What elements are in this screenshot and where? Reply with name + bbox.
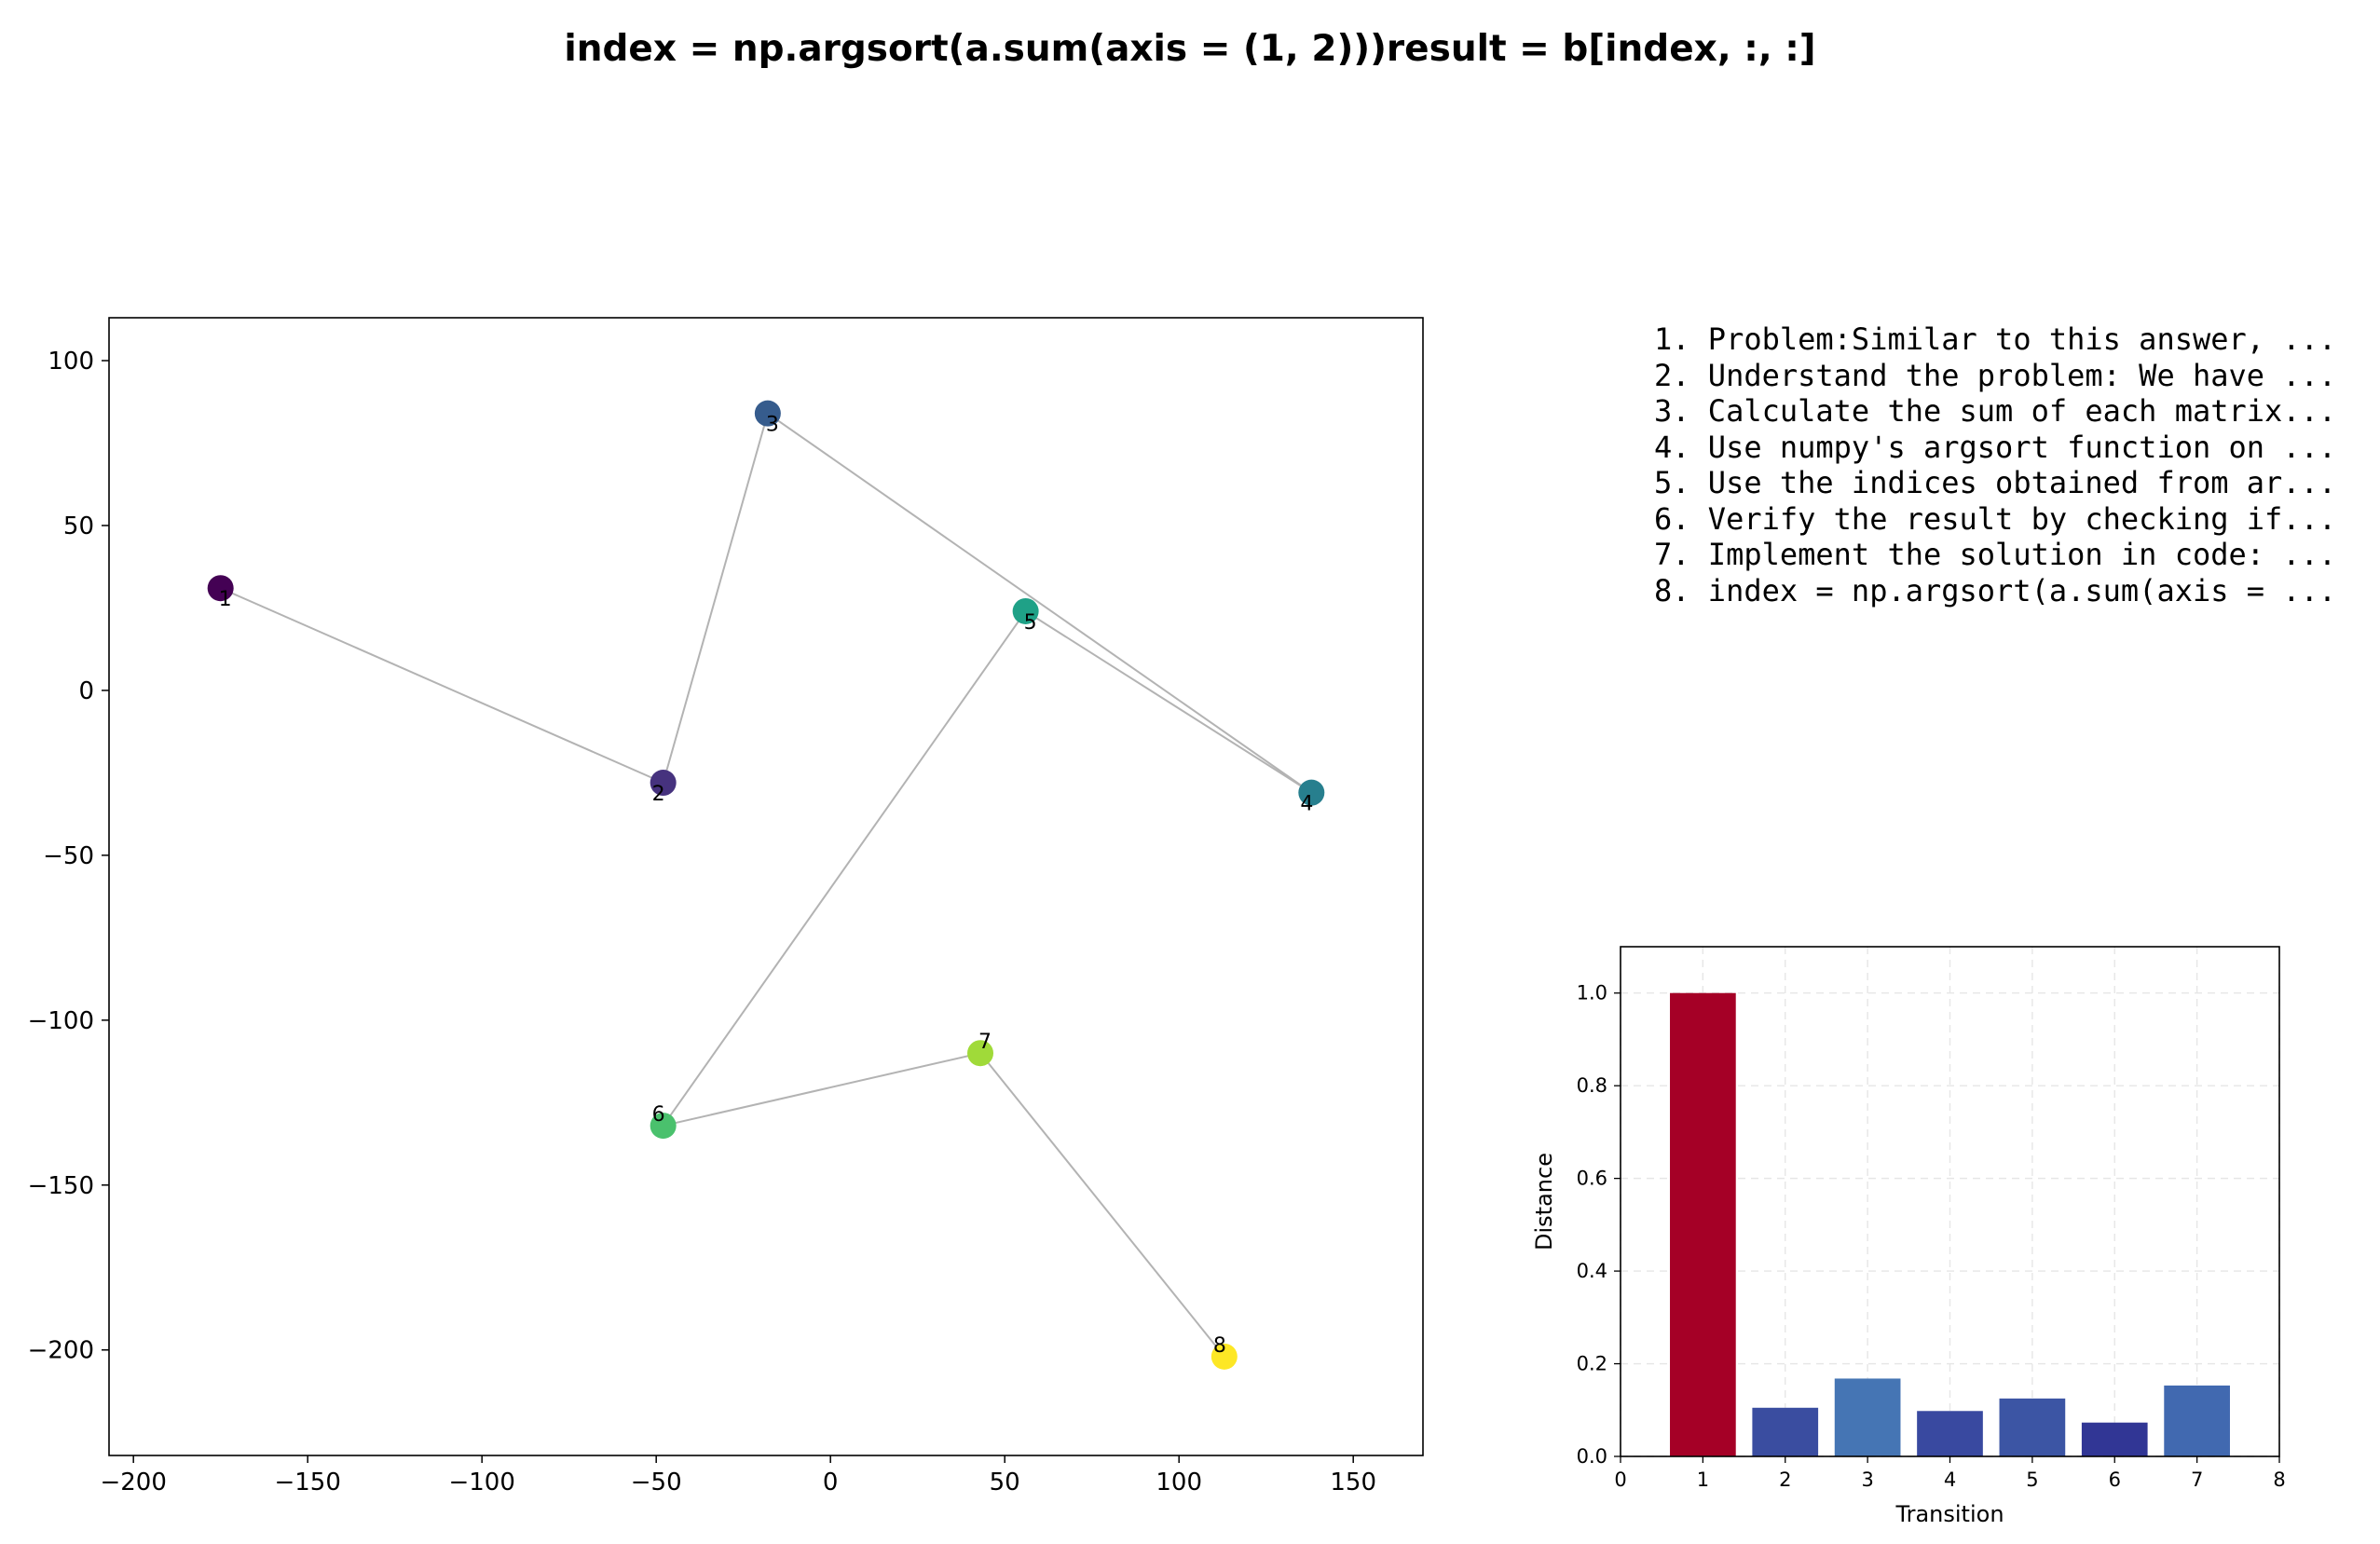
path-segment [767, 412, 1312, 794]
bar [1999, 1398, 2066, 1456]
point-label: 7 [978, 1031, 992, 1054]
path-segment [1025, 610, 1312, 794]
y-tick-label: 1.0 [1577, 982, 1607, 1004]
point-label: 8 [1213, 1334, 1226, 1358]
scatter-point [754, 400, 781, 427]
y-tick-label: 0.2 [1577, 1353, 1607, 1375]
x-tick-label: 6 [2109, 1469, 2121, 1491]
y-tick-label: −50 [43, 842, 94, 870]
x-tick-label: −100 [448, 1469, 514, 1496]
x-tick-label: −200 [100, 1469, 166, 1496]
bar [2081, 1422, 2148, 1456]
y-axis-label: Distance [1531, 1153, 1557, 1250]
scatter-point [1211, 1343, 1238, 1370]
step-item: 4. Use numpy's argsort function on ... [1654, 429, 2337, 465]
bar [1917, 1411, 1983, 1456]
y-tick-label: 0.8 [1577, 1074, 1607, 1097]
point-label: 1 [219, 588, 232, 611]
x-tick-label: 3 [1861, 1469, 1873, 1491]
x-tick-label: −50 [631, 1469, 682, 1496]
x-tick-label: 150 [1330, 1469, 1376, 1496]
point-label: 6 [652, 1103, 665, 1127]
scatter-point [1298, 779, 1325, 806]
step-item: 2. Understand the problem: We have ... [1654, 357, 2337, 393]
path-segment [220, 587, 664, 784]
path-segment [662, 413, 769, 784]
y-tick-label: 0.4 [1577, 1260, 1607, 1282]
chart-title: index = np.argsort(a.sum(axis = (1, 2)))… [564, 28, 1816, 70]
y-tick-label: 0.6 [1577, 1168, 1607, 1190]
step-item: 7. Implement the solution in code: ... [1654, 537, 2337, 572]
x-tick-label: 7 [2191, 1469, 2203, 1491]
x-tick-label: 0 [1614, 1469, 1626, 1491]
step-item: 5. Use the indices obtained from ar... [1654, 465, 2337, 500]
bar [1752, 1407, 1819, 1456]
path-segment [662, 610, 1027, 1127]
x-tick-label: −150 [274, 1469, 340, 1496]
bar [1834, 1378, 1901, 1456]
x-tick-label: 5 [2026, 1469, 2038, 1491]
scatter-point [207, 575, 234, 602]
point-label: 4 [1300, 793, 1313, 816]
point-label: 3 [766, 414, 779, 437]
scatter-point [650, 1113, 677, 1140]
x-tick-label: 50 [990, 1469, 1020, 1496]
bar [1670, 992, 1736, 1456]
scatter-point [650, 770, 677, 797]
step-item: 1. Problem:Similar to this answer, ... [1654, 321, 2337, 357]
y-tick-label: 100 [48, 348, 94, 376]
point-label: 2 [652, 783, 665, 806]
step-item: 3. Calculate the sum of each matrix... [1654, 393, 2337, 429]
plot-frame [108, 317, 1424, 1456]
path-segment [663, 1052, 981, 1127]
step-item: 8. index = np.argsort(a.sum(axis = ... [1654, 572, 2337, 608]
y-tick-label: 50 [63, 512, 94, 540]
path-segment [979, 1052, 1225, 1358]
scatter-point [967, 1040, 994, 1067]
bar [2164, 1385, 2230, 1456]
point-label: 5 [1024, 611, 1037, 635]
x-tick-label: 8 [2273, 1469, 2285, 1491]
step-item: 6. Verify the result by checking if... [1654, 500, 2337, 537]
x-tick-label: 1 [1697, 1469, 1709, 1491]
y-tick-label: 0.0 [1577, 1445, 1607, 1468]
y-tick-label: −200 [28, 1337, 94, 1365]
x-tick-label: 4 [1944, 1469, 1956, 1491]
y-tick-label: −100 [28, 1007, 94, 1035]
x-tick-label: 0 [823, 1469, 839, 1496]
y-tick-label: 0 [78, 677, 94, 705]
y-tick-label: −150 [28, 1172, 94, 1200]
x-axis-label: Transition [1894, 1501, 2004, 1527]
x-tick-label: 100 [1156, 1469, 1202, 1496]
scatter-point [1012, 597, 1039, 624]
steps-list: 1. Problem:Similar to this answer, ... 2.… [1654, 321, 2336, 608]
x-tick-label: 2 [1779, 1469, 1791, 1491]
